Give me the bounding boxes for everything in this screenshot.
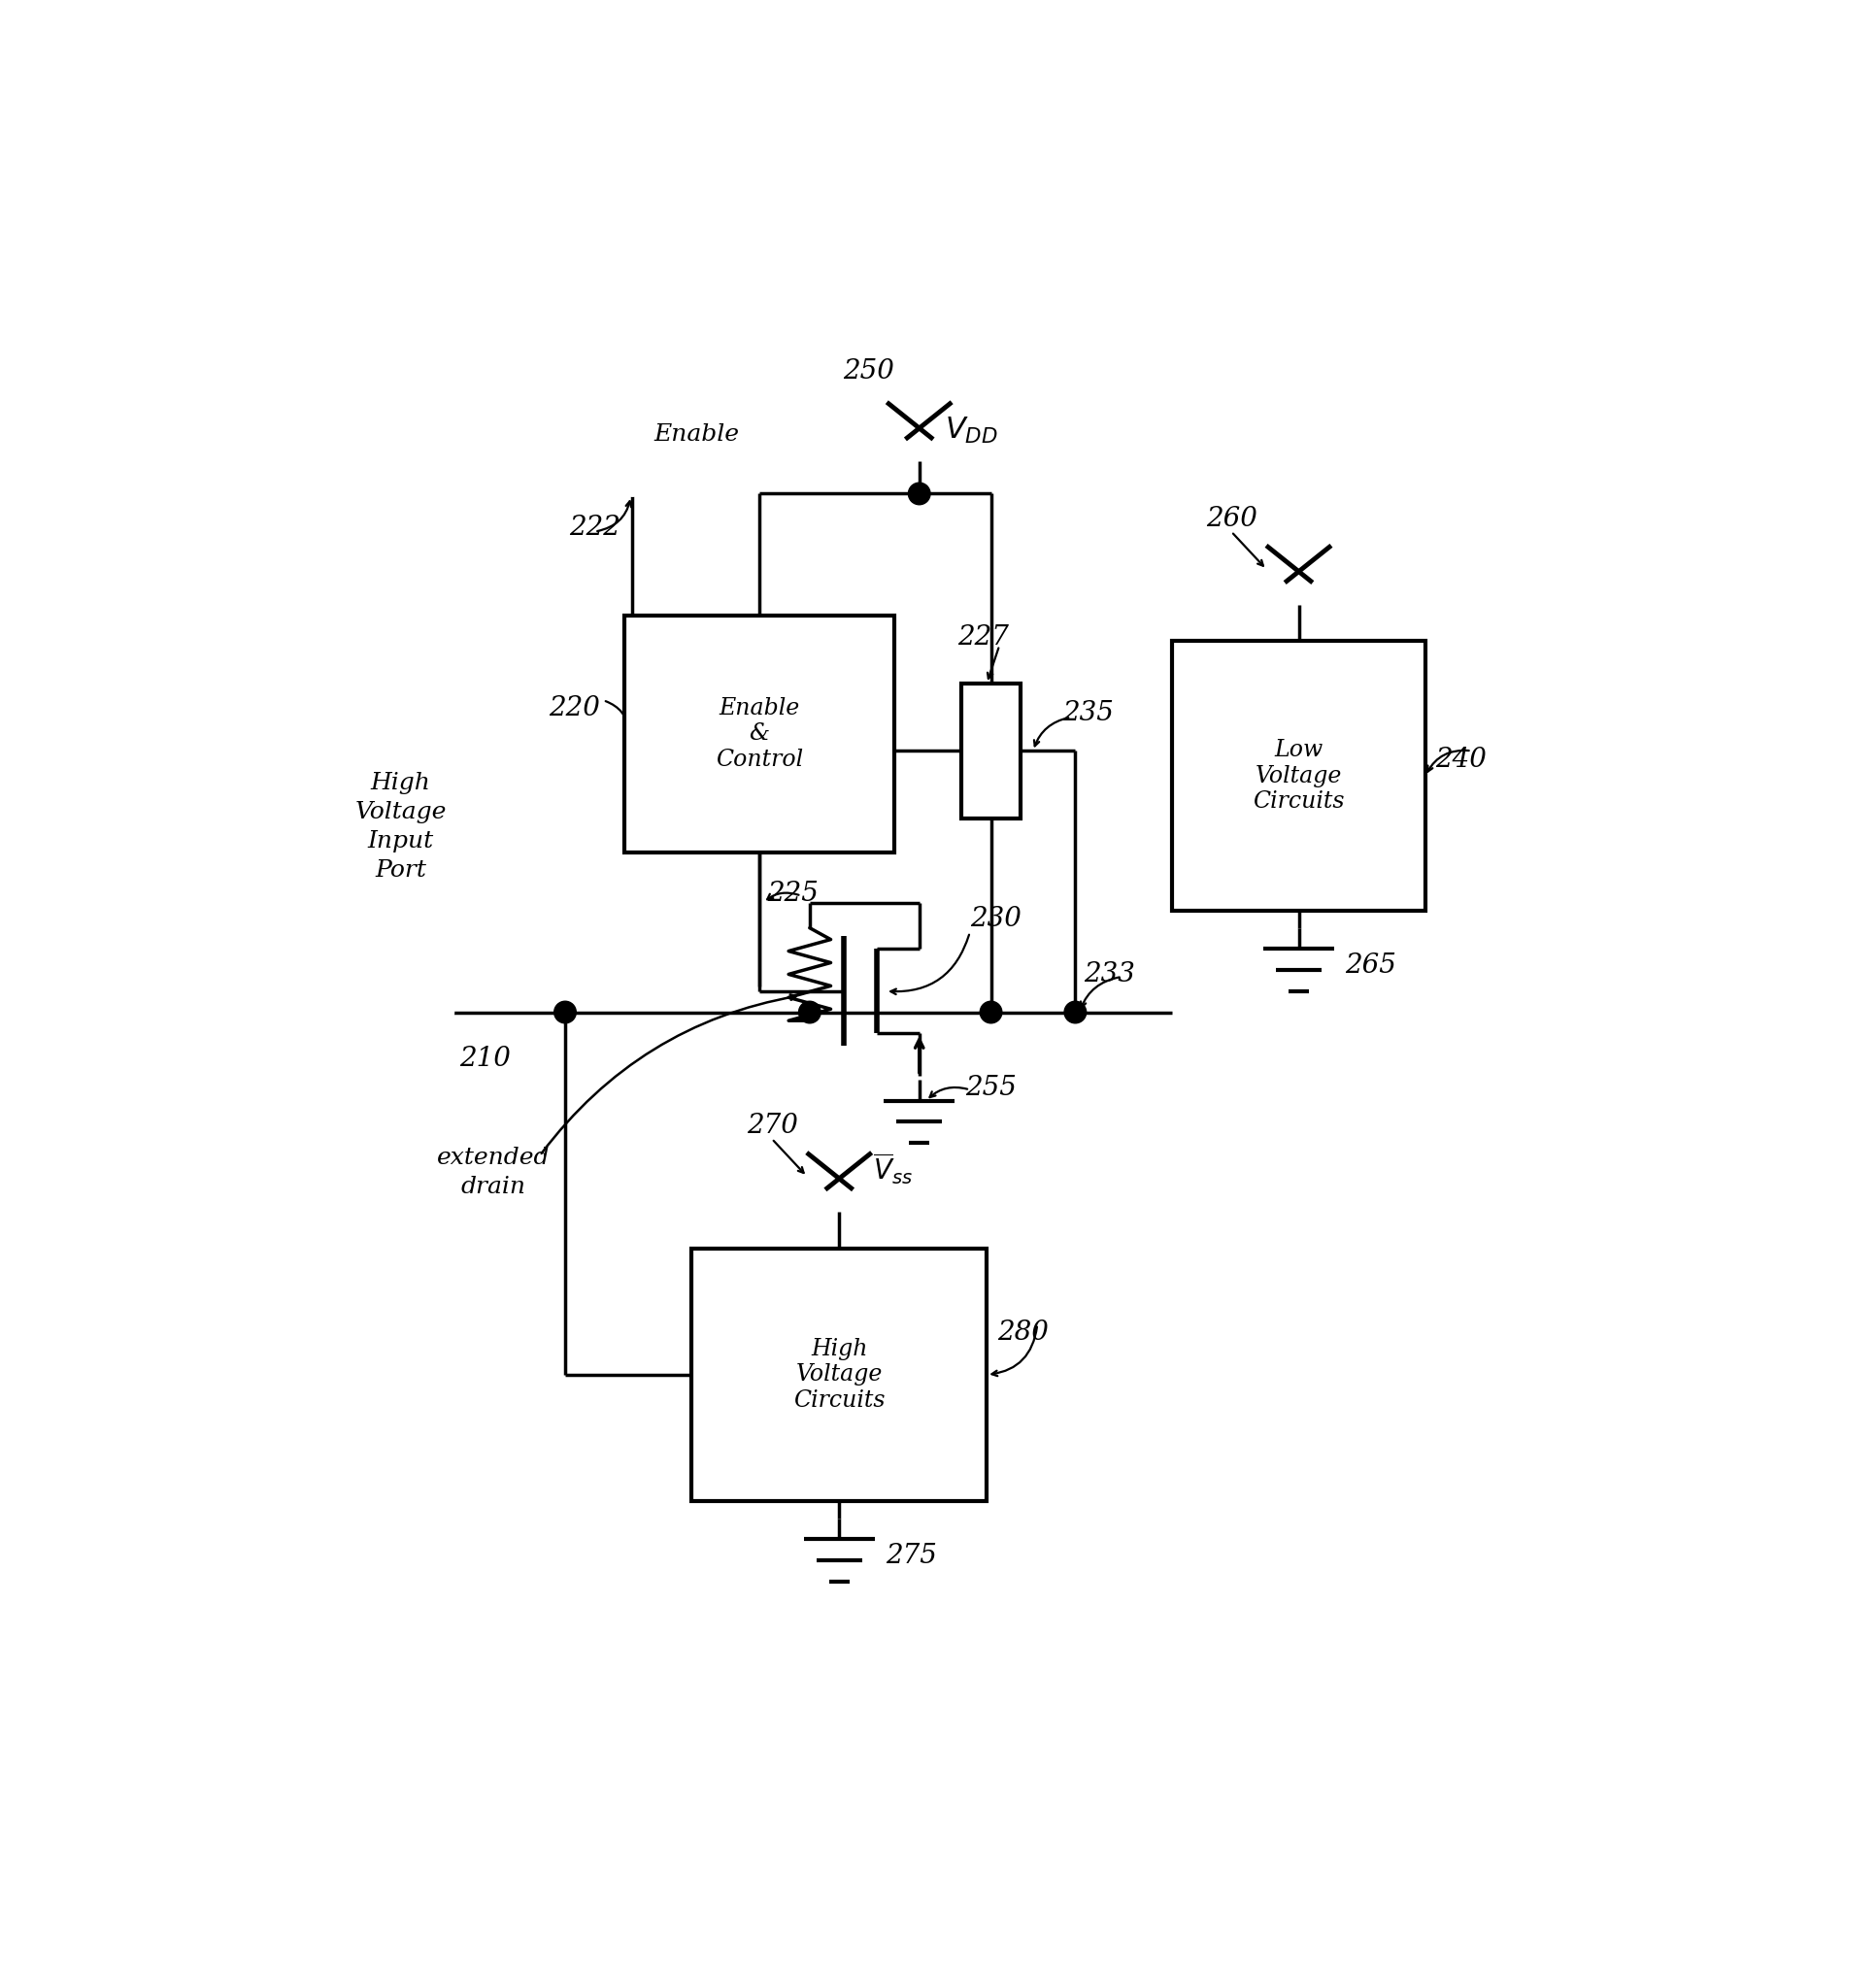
Text: 265: 265 <box>1345 952 1396 980</box>
Circle shape <box>908 483 930 505</box>
Text: Low
Voltage
Circuits: Low Voltage Circuits <box>1253 739 1345 814</box>
Bar <box>692 1248 987 1502</box>
Text: 250: 250 <box>844 359 895 384</box>
Text: 233: 233 <box>1084 962 1135 987</box>
Text: 227: 227 <box>957 625 1009 650</box>
Text: 210: 210 <box>460 1045 510 1072</box>
Text: 222: 222 <box>568 514 621 540</box>
Text: High
Voltage
Circuits: High Voltage Circuits <box>794 1338 885 1411</box>
Text: 280: 280 <box>996 1319 1049 1346</box>
Text: 230: 230 <box>970 907 1021 932</box>
Text: 255: 255 <box>966 1074 1017 1102</box>
Circle shape <box>424 997 452 1027</box>
Text: Enable
&
Control: Enable & Control <box>715 698 803 771</box>
Text: 240: 240 <box>1435 747 1486 773</box>
Circle shape <box>979 1001 1002 1023</box>
Text: High
Voltage
Input
Port: High Voltage Input Port <box>355 771 446 881</box>
Circle shape <box>553 1001 576 1023</box>
Text: 220: 220 <box>548 696 600 721</box>
Text: Enable: Enable <box>653 424 739 445</box>
Circle shape <box>619 467 647 495</box>
Bar <box>625 615 895 851</box>
Text: 275: 275 <box>885 1543 936 1569</box>
Text: $V_{DD}$: $V_{DD}$ <box>946 416 998 445</box>
Text: 235: 235 <box>1062 700 1114 725</box>
Text: 225: 225 <box>767 881 818 907</box>
Text: extended
drain: extended drain <box>437 1147 550 1198</box>
Text: $\overline{V}_{ss}$: $\overline{V}_{ss}$ <box>872 1151 914 1187</box>
Text: 260: 260 <box>1206 507 1257 532</box>
Circle shape <box>799 1001 820 1023</box>
Bar <box>962 684 1021 818</box>
Text: 270: 270 <box>747 1114 797 1139</box>
Circle shape <box>1064 1001 1086 1023</box>
Bar <box>1172 641 1426 911</box>
